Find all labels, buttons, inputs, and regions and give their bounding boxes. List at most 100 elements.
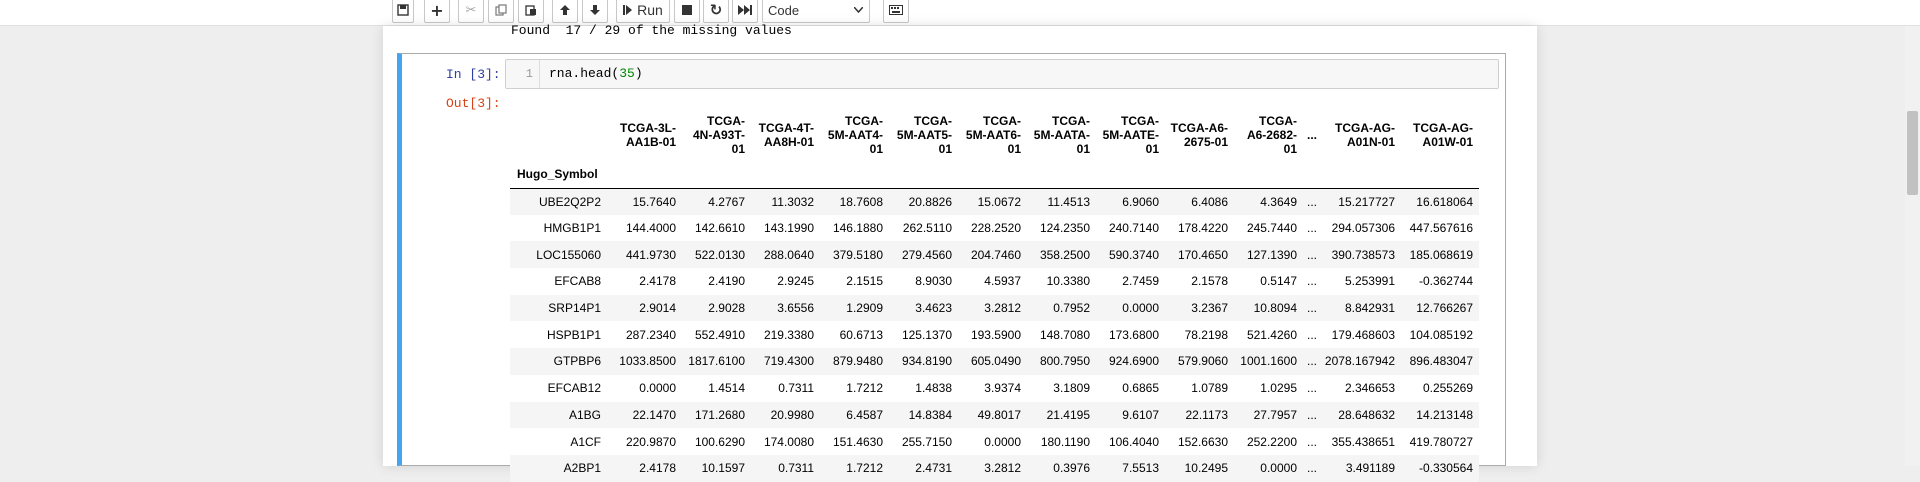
- column-header-line: 5M-AAT4-: [827, 127, 883, 142]
- table-cell: 0.6865: [1122, 381, 1159, 396]
- cut-icon[interactable]: ✂: [458, 0, 484, 23]
- column-header-line: AA8H-01: [763, 134, 814, 149]
- column-header-line: TCGA-: [1259, 113, 1297, 128]
- row-label: EFCAB12: [547, 381, 601, 396]
- table-cell: ...: [1306, 327, 1317, 342]
- column-header-line: 01: [1007, 141, 1021, 156]
- column-header: TCGA-3L- AA1B-01: [612, 109, 682, 160]
- table-cell: 3.2812: [984, 461, 1021, 476]
- table-cell: 552.4910: [694, 327, 745, 342]
- table-cell: ...: [1306, 301, 1317, 316]
- table-cell: 16.618064: [1416, 194, 1473, 209]
- column-header: TCGA-A6- 2675-01: [1165, 109, 1234, 160]
- move-down-icon[interactable]: [582, 0, 608, 23]
- table-cell: 262.5110: [902, 221, 952, 236]
- fast-forward-icon[interactable]: [732, 0, 758, 23]
- index-row-blank: [751, 160, 820, 188]
- table-row: GTPBP6 1033.8500 1817.6100 719.4300 879.9480…: [510, 348, 1479, 375]
- table-cell: 522.0130: [694, 247, 745, 262]
- column-header-line: TCGA-AG-: [1335, 120, 1395, 135]
- table-cell: 1.0789: [1191, 381, 1228, 396]
- code-argument: 35: [619, 66, 635, 81]
- table-cell: 2.4178: [639, 274, 676, 289]
- column-header-line: ...: [1306, 127, 1317, 142]
- cell-type-value: Code: [768, 2, 800, 18]
- column-header-line: TCGA-: [1121, 113, 1159, 128]
- table-cell: 148.7080: [1039, 327, 1090, 342]
- column-header-line: 2675-01: [1183, 134, 1228, 149]
- table-cell: 11.3032: [771, 194, 815, 209]
- table-cell: 228.2520: [970, 221, 1021, 236]
- column-header-line: 5M-AATA-: [1033, 127, 1090, 142]
- table-cell: 2.4190: [708, 274, 745, 289]
- table-cell: 104.085192: [1409, 327, 1473, 342]
- row-label: LOC155060: [536, 247, 601, 262]
- table-cell: 10.3380: [1046, 274, 1090, 289]
- index-row-blank: [1027, 160, 1096, 188]
- table-cell: 355.438651: [1331, 434, 1395, 449]
- column-header-line: A6-2682-: [1246, 127, 1297, 142]
- cell-type-select[interactable]: Code: [762, 0, 870, 23]
- index-row-blank: [1234, 160, 1303, 188]
- output-prompt: Out[3]:: [446, 96, 501, 111]
- table-cell: 6.4086: [1191, 194, 1228, 209]
- column-header: TCGA- 5M-AATA- 01: [1027, 109, 1096, 160]
- index-name-row: Hugo_Symbol: [510, 160, 1479, 188]
- code-prefix: rna.head(: [549, 66, 620, 81]
- table-cell: 447.567616: [1409, 221, 1473, 236]
- table-cell: 219.3380: [763, 327, 814, 342]
- index-row-blank: [612, 160, 682, 188]
- copy-icon[interactable]: [488, 0, 514, 23]
- table-row: A1CF 220.9870 100.6290 174.0080 151.4630 255.…: [510, 428, 1479, 455]
- table-body: UBE2Q2P2 15.7640 4.2767 11.3032 18.7608 20.88…: [510, 188, 1479, 482]
- table-row: LOC155060 441.9730 522.0130 288.0640 379.518…: [510, 241, 1479, 269]
- run-button[interactable]: Run: [616, 0, 670, 23]
- paste-icon[interactable]: [518, 0, 544, 23]
- table-cell: ...: [1306, 381, 1317, 396]
- table-cell: 152.6630: [1177, 434, 1228, 449]
- table-cell: 2.4178: [639, 461, 676, 476]
- table-cell: 0.0000: [984, 434, 1021, 449]
- table-cell: 193.5900: [970, 327, 1021, 342]
- table-cell: 2.1515: [846, 274, 883, 289]
- table-cell: 1.0295: [1260, 381, 1297, 396]
- table-cell: 879.9480: [832, 354, 883, 369]
- table-cell: 579.9060: [1177, 354, 1228, 369]
- table-cell: 170.4650: [1177, 247, 1228, 262]
- add-cell-icon[interactable]: +: [424, 0, 450, 23]
- column-header-row: TCGA-3L- AA1B-01 TCGA- 4N-A93T- 01 TCGA-4T- AA…: [510, 109, 1479, 160]
- vertical-scrollbar[interactable]: [1905, 26, 1920, 466]
- table-cell: -0.330564: [1418, 461, 1473, 476]
- table-cell: ...: [1306, 221, 1317, 236]
- table-cell: 441.9730: [625, 247, 676, 262]
- table-cell: 0.0000: [1260, 461, 1297, 476]
- save-icon[interactable]: [392, 0, 414, 23]
- table-cell: 255.7150: [901, 434, 952, 449]
- code-editor[interactable]: 1 rna.head(35): [505, 59, 1499, 89]
- table-cell: 173.6800: [1108, 327, 1159, 342]
- table-cell: 3.491189: [1345, 461, 1395, 476]
- column-header: TCGA- 5M-AAT5- 01: [889, 109, 958, 160]
- table-cell: 605.0490: [970, 354, 1021, 369]
- table-cell: 220.9870: [625, 434, 676, 449]
- column-header-line: TCGA-3L-: [620, 120, 676, 135]
- table-cell: 180.1190: [1040, 434, 1090, 449]
- stop-icon[interactable]: [674, 0, 700, 23]
- column-header-line: 01: [1283, 141, 1297, 156]
- column-header-line: A01N-01: [1346, 134, 1395, 149]
- table-cell: 2.9014: [639, 301, 676, 316]
- column-header-line: 01: [869, 141, 883, 156]
- scrollbar-thumb[interactable]: [1907, 111, 1918, 195]
- table-cell: 1.7212: [846, 381, 883, 396]
- index-row-blank: [1096, 160, 1165, 188]
- column-header-line: TCGA-: [845, 113, 883, 128]
- index-row-blank: [889, 160, 958, 188]
- row-label: HSPB1P1: [546, 327, 601, 342]
- restart-icon[interactable]: ↻: [703, 0, 729, 23]
- keyboard-icon[interactable]: [883, 0, 909, 23]
- move-up-icon[interactable]: [552, 0, 578, 23]
- table-cell: 9.6107: [1122, 407, 1159, 422]
- row-label: UBE2Q2P2: [538, 194, 601, 209]
- index-row-blank: [1165, 160, 1234, 188]
- run-icon: [623, 5, 633, 15]
